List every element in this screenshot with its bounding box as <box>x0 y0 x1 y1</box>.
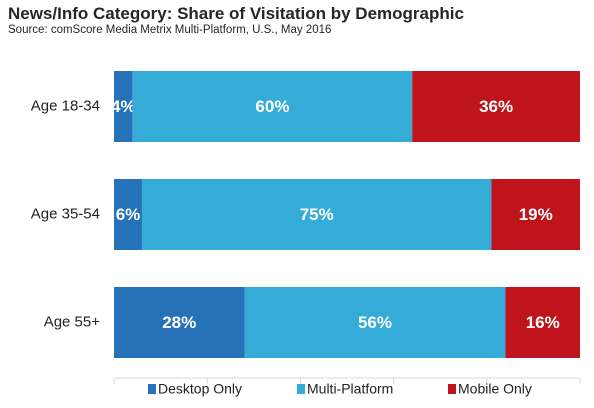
bar-segment <box>244 287 506 358</box>
data-label: 75% <box>300 205 334 224</box>
category-label: Age 35-54 <box>31 205 100 222</box>
legend-swatch <box>148 384 156 394</box>
bar-segment <box>491 179 580 250</box>
data-label: 19% <box>519 205 553 224</box>
legend-label: Mobile Only <box>458 381 532 397</box>
bar-segment <box>412 71 580 142</box>
chart-subtitle: Source: comScore Media Metrix Multi-Plat… <box>8 24 332 36</box>
data-label: 28% <box>162 313 196 332</box>
category-label: Age 55+ <box>44 313 101 330</box>
bar-segment <box>114 287 245 358</box>
data-label: 56% <box>358 313 392 332</box>
bar-segment <box>114 71 133 142</box>
legend-label: Desktop Only <box>158 381 242 397</box>
data-label: 4% <box>111 97 136 116</box>
data-label: 16% <box>526 313 560 332</box>
bar-segment <box>114 179 142 250</box>
data-label: 36% <box>479 97 513 116</box>
chart-title: News/Info Category: Share of Visitation … <box>8 4 464 23</box>
bar-segment <box>505 287 580 358</box>
data-label: 6% <box>116 205 141 224</box>
bar-segment <box>141 179 492 250</box>
bar-segment <box>132 71 413 142</box>
category-label: Age 18-34 <box>31 97 100 114</box>
data-label: 60% <box>255 97 289 116</box>
legend-swatch <box>448 384 456 394</box>
legend-label: Multi-Platform <box>307 381 393 397</box>
legend-swatch <box>297 384 305 394</box>
